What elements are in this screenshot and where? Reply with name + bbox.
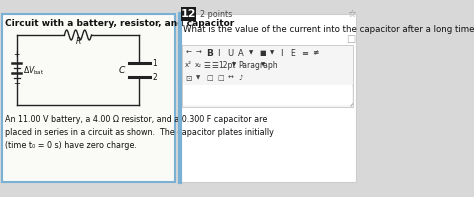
Text: 12pt: 12pt bbox=[219, 60, 236, 70]
FancyBboxPatch shape bbox=[1, 14, 175, 182]
Text: □: □ bbox=[217, 75, 224, 81]
Text: B: B bbox=[206, 48, 213, 58]
Text: $\Delta V_{\rm bat}$: $\Delta V_{\rm bat}$ bbox=[23, 65, 44, 77]
Bar bbox=[183, 85, 352, 105]
Text: ▼: ▼ bbox=[196, 75, 200, 81]
Text: 2: 2 bbox=[152, 72, 157, 82]
Text: ☰: ☰ bbox=[211, 60, 218, 70]
Text: ▼: ▼ bbox=[270, 50, 274, 56]
Text: +: + bbox=[13, 50, 20, 59]
Text: U: U bbox=[228, 48, 234, 58]
Text: □: □ bbox=[346, 34, 356, 44]
Text: An 11.00 V battery, a 4.00 Ω resistor, and a 0.300 F capacitor are
placed in ser: An 11.00 V battery, a 4.00 Ω resistor, a… bbox=[5, 115, 274, 150]
Text: R: R bbox=[75, 37, 81, 46]
Bar bbox=[182, 45, 353, 107]
Text: ↔: ↔ bbox=[228, 75, 233, 81]
Text: −: − bbox=[13, 79, 20, 88]
Text: ⊡: ⊡ bbox=[185, 73, 191, 83]
Text: 12: 12 bbox=[181, 9, 196, 19]
Text: ▼: ▼ bbox=[261, 62, 265, 68]
Text: A: A bbox=[238, 48, 244, 58]
Text: ☆: ☆ bbox=[347, 9, 356, 19]
Text: I: I bbox=[280, 48, 283, 58]
Text: 2 points: 2 points bbox=[200, 9, 232, 19]
Text: □: □ bbox=[206, 75, 213, 81]
Text: ←: ← bbox=[185, 50, 191, 56]
Text: I: I bbox=[217, 48, 219, 58]
Text: x²: x² bbox=[185, 62, 192, 68]
Text: What is the value of the current into the capacitor after a long time?: What is the value of the current into th… bbox=[183, 25, 474, 34]
Text: ♪: ♪ bbox=[238, 75, 243, 81]
Text: ≢: ≢ bbox=[312, 48, 318, 58]
Text: →: → bbox=[196, 50, 202, 56]
Text: C: C bbox=[119, 65, 125, 74]
Text: ■: ■ bbox=[259, 50, 266, 56]
Text: x₂: x₂ bbox=[194, 62, 201, 68]
Text: Circuit with a battery, resistor, and capacitor: Circuit with a battery, resistor, and ca… bbox=[5, 19, 235, 28]
Text: Paragraph: Paragraph bbox=[238, 60, 278, 70]
Text: ☰: ☰ bbox=[203, 60, 210, 70]
Text: E: E bbox=[291, 48, 295, 58]
Text: ▼: ▼ bbox=[232, 62, 236, 68]
Text: ▼: ▼ bbox=[248, 50, 253, 56]
Text: 1: 1 bbox=[152, 59, 157, 68]
Bar bbox=[181, 7, 196, 21]
Bar bbox=[180, 14, 356, 182]
Text: ≡: ≡ bbox=[301, 48, 308, 58]
